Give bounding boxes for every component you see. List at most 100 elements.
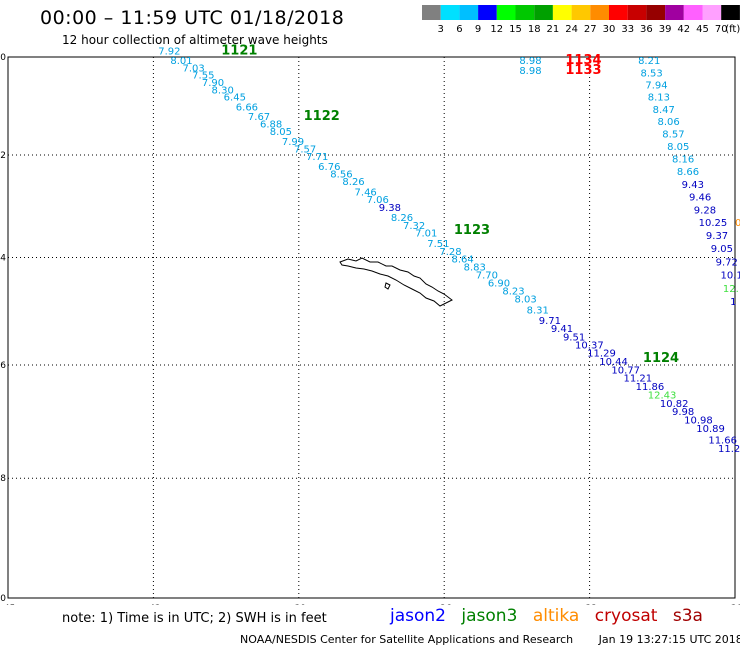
wave-height-value: 8.26 <box>391 213 413 224</box>
axis-ticks: -50 -52 -54 -56 -58 -60-45 -42 -39 -36 -33 -30 <box>0 53 740 605</box>
colorbar-swatch <box>702 5 722 20</box>
wave-height-value: 9.51 <box>563 332 585 343</box>
latitude-tick-label: -54 <box>0 253 6 263</box>
wave-height-value: 8.26 <box>342 177 364 188</box>
footer-timestamp: Jan 19 13:27:15 UTC 2018 <box>598 633 740 646</box>
track-1121-1124: 7.928.017.037.557.908.306.456.667.676.88… <box>158 47 740 456</box>
wave-height-map: -50 -52 -54 -56 -58 -60-45 -42 -39 -36 -33 -30 7.9… <box>0 44 740 605</box>
wave-height-value: 12. <box>723 284 739 295</box>
wave-height-value: 8.66 <box>677 167 699 178</box>
wave-height-value: 9.46 <box>689 193 711 204</box>
footer-agency: NOAA/NESDIS Center for Satellite Applica… <box>240 633 574 646</box>
wave-height-value: 7.71 <box>306 152 328 163</box>
wave-height-value: 8.03 <box>514 295 536 306</box>
wave-height-value: 7.06 <box>367 195 389 206</box>
map-footer: NOAA/NESDIS Center for Satellite Applica… <box>240 633 740 646</box>
wave-height-value: 9.41 <box>551 324 573 335</box>
colorbar-swatch <box>534 5 553 20</box>
satellite-s3a: s3a <box>672 606 703 626</box>
wave-height-value: 6.66 <box>236 102 258 113</box>
wave-height-value: 8.31 <box>527 305 549 316</box>
longitude-tick-label: -39 <box>291 604 306 605</box>
colorbar-swatch <box>478 5 497 20</box>
colorbar-label: 27 <box>584 24 597 35</box>
wave-height-value: 10.77 <box>611 365 640 376</box>
colorbar-swatch <box>646 5 666 20</box>
colorbar-swatch <box>422 5 441 20</box>
wave-height-value: 7.28 <box>439 247 461 258</box>
south-georgia-coastline <box>339 257 453 307</box>
wave-height-value: 7.94 <box>645 80 667 91</box>
wave-height-value: 8.98 <box>519 56 541 67</box>
wave-height-value: 7.46 <box>355 187 377 198</box>
wave-height-value: 6.88 <box>260 120 282 131</box>
wave-height-value: 12.43 <box>648 390 677 401</box>
wave-height-value: 9.38 <box>379 203 401 214</box>
wave-height-value: 9.28 <box>694 205 716 216</box>
wave-height-value: 7.03 <box>182 63 204 74</box>
wave-height-value: 9.43 <box>682 180 704 191</box>
wave-height-value: 8.83 <box>464 263 486 274</box>
colorbar-swatch <box>515 5 535 20</box>
pass-number-label: 1123 <box>454 223 490 238</box>
satellite-jason2: jason2 <box>390 606 446 626</box>
map-subtitle: 12 hour collection of altimeter wave hei… <box>62 33 328 47</box>
wave-height-value: 10.1 <box>720 271 740 282</box>
wave-height-value: 8.01 <box>170 56 192 67</box>
wave-height-value: 11.21 <box>624 374 653 385</box>
latitude-tick-label: -58 <box>0 474 6 484</box>
latitude-tick-label: -56 <box>0 361 6 371</box>
colorbar-label: 18 <box>528 24 541 35</box>
colorbar-swatch <box>721 5 740 20</box>
colorbar-swatch <box>571 5 591 20</box>
colorbar-label: 36 <box>640 24 653 35</box>
colorbar-label: 15 <box>509 24 522 35</box>
wave-height-value: 10.89 <box>696 424 725 435</box>
wave-height-value: 10.37 <box>575 341 604 352</box>
wave-height-value: 10.98 <box>684 416 713 427</box>
colorbar-label: 3 <box>438 24 444 35</box>
wave-height-value: 6.45 <box>224 93 246 104</box>
colorbar-label: 39 <box>659 24 672 35</box>
colorbar-label: 33 <box>621 24 634 35</box>
wave-height-value: 9.71 <box>539 316 561 327</box>
wave-height-value: 7.55 <box>192 71 214 82</box>
satellite-jason3: jason3 <box>461 606 518 626</box>
wave-height-value: 6.76 <box>318 162 340 173</box>
pass-number-label: 1124 <box>643 351 679 366</box>
colorbar-label: 42 <box>677 24 690 35</box>
wave-height-value: 10.25 <box>699 218 728 229</box>
wave-height-value: 6.90 <box>488 279 510 290</box>
colorbar-swatch <box>683 5 703 20</box>
longitude-tick-label: -30 <box>728 604 740 605</box>
longitude-tick-label: -36 <box>437 604 452 605</box>
colorbar-label: 45 <box>696 24 709 35</box>
colorbar-label: 24 <box>565 24 578 35</box>
wave-height-value: 9.37 <box>706 231 728 242</box>
wave-height-value: 7.57 <box>294 144 316 155</box>
wave-height-value: 8.13 <box>648 93 670 104</box>
wave-height-value: 9.72 <box>716 257 738 268</box>
colorbar-label: 12 <box>490 24 503 35</box>
colorbar-unit: (ft) <box>725 24 740 35</box>
colorbar-swatch <box>440 5 460 20</box>
wave-height-value: 10.44 <box>599 357 628 368</box>
satellite-legend: jason2 jason3 altika cryosat s3a <box>390 606 713 626</box>
map-note: note: 1) Time is in UTC; 2) SWH is in fe… <box>62 611 327 626</box>
colorbar-swatch <box>665 5 684 20</box>
pass-number-label: 1133 <box>565 63 601 78</box>
satellite-cryosat: cryosat <box>594 606 658 626</box>
wave-height-value: 10.82 <box>660 399 689 410</box>
wave-height-value: 8.05 <box>667 142 689 153</box>
wave-height-value: 7.92 <box>158 47 180 58</box>
pass-number-label: 1122 <box>304 109 340 124</box>
map-title: 00:00 – 11:59 UTC 01/18/2018 <box>40 7 345 29</box>
altimeter-tracks: 7.928.017.037.557.908.306.456.667.676.88… <box>158 47 740 456</box>
map-frame <box>7 56 736 599</box>
colorbar-label: 30 <box>603 24 616 35</box>
wave-height-value: 9.05 <box>711 244 733 255</box>
wave-height-value: 8.57 <box>662 130 684 141</box>
colorbar-label: 6 <box>456 24 462 35</box>
wave-height-value: 11.2 <box>718 444 740 455</box>
